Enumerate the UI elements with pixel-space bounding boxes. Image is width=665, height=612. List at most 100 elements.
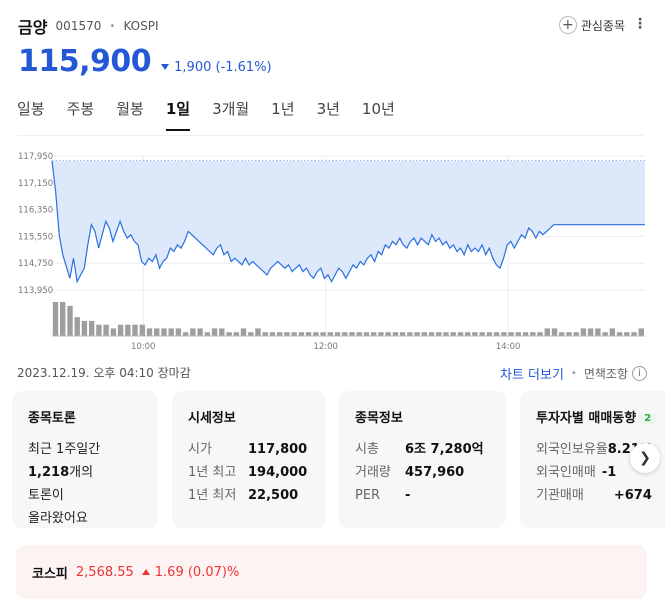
market-cap-label: 시총 <box>355 442 379 457</box>
volume-bar <box>291 332 297 336</box>
volume-bar <box>421 332 427 336</box>
volume-value: 457,960 <box>405 465 465 480</box>
year-high-value: 194,000 <box>248 465 308 480</box>
volume-bar <box>450 332 456 336</box>
stock-header: 금양 001570 • KOSPI + 관심종목 ⋮ <box>18 14 647 42</box>
tab-10year[interactable]: 10년 <box>361 100 395 118</box>
watchlist-label: 관심종목 <box>580 18 625 33</box>
index-change: 1.69 (0.07)% <box>154 564 240 580</box>
volume-bar <box>595 328 601 336</box>
y-tick-label: 117,950 <box>18 152 53 162</box>
volume-bar <box>566 332 572 336</box>
stock-market: KOSPI <box>123 19 159 33</box>
info-circle-icon[interactable]: i <box>632 366 647 381</box>
volume-bar <box>305 332 312 336</box>
market-close-timestamp: 2023.12.19. 오후 04:10 장마감 <box>17 366 191 380</box>
open-label: 시가 <box>188 442 212 457</box>
chart-footer: 2023.12.19. 오후 04:10 장마감 차트 더보기 • 면책조항 i <box>17 364 647 383</box>
kospi-index-bar[interactable]: 코스피 2,568.55 1.69 (0.07)% <box>16 545 647 599</box>
volume-bar <box>356 332 362 336</box>
volume-bar <box>624 332 630 336</box>
tab-month-candle[interactable]: 월봉 <box>116 100 144 118</box>
separator-dot: • <box>109 20 116 32</box>
volume-bar <box>204 332 211 336</box>
y-tick-label: 113,950 <box>18 286 53 296</box>
tab-1day[interactable]: 1일 <box>165 98 191 131</box>
down-triangle-icon <box>161 64 170 70</box>
tab-3year[interactable]: 3년 <box>316 100 340 118</box>
volume-bar <box>233 332 239 336</box>
volume-bar <box>522 332 529 336</box>
open-value: 117,800 <box>248 442 308 457</box>
tabs-divider <box>17 135 643 136</box>
investor-row: 외국인매매 -1 <box>536 461 649 484</box>
stock-info-title: 종목정보 <box>355 411 403 426</box>
chart-links: 차트 더보기 • 면책조항 i <box>500 364 647 383</box>
volume-bar <box>602 332 608 336</box>
volume-bar <box>197 328 203 336</box>
chevron-right-icon[interactable]: ❯ <box>630 443 660 473</box>
discussion-line3: 토론이 <box>28 488 64 503</box>
intraday-price-chart[interactable]: 117,950 117,150 116,350 115,550 114,750 113,9… <box>0 140 665 355</box>
volume-bar <box>501 332 507 336</box>
disclaimer-link[interactable]: 면책조항 <box>583 367 628 381</box>
investor-title-text: 투자자별 매매동향 <box>536 411 637 426</box>
market-info-title: 시세정보 <box>188 411 236 426</box>
volume-bar <box>544 328 550 336</box>
volume-bar <box>465 332 471 336</box>
tab-3month[interactable]: 3개월 <box>212 100 250 118</box>
discussion-body: 최근 1주일간 1,218개의 토론이 올라왔어요 <box>28 438 142 530</box>
stock-name: 금양 <box>18 18 48 37</box>
price-line <box>51 160 645 284</box>
discussion-card[interactable]: 종목토론 최근 1주일간 1,218개의 토론이 올라왔어요 <box>12 391 158 528</box>
discussion-line4: 올라왔어요 <box>28 511 88 526</box>
discussion-line2: 1,218개의 <box>28 461 142 484</box>
stock-info-card[interactable]: 종목정보 시총 6조 7,280억 거래량 457,960 PER - <box>339 391 506 528</box>
volume-bar <box>132 324 138 336</box>
volume-bar <box>125 324 131 336</box>
vertical-dots-icon[interactable]: ⋮ <box>633 16 647 32</box>
volume-bar <box>407 332 413 336</box>
institution-trade-label: 기관매매 <box>536 488 584 503</box>
volume-bar <box>320 332 326 336</box>
volume-bar <box>110 328 117 336</box>
foreign-ratio-label: 외국인보유율 <box>536 442 608 457</box>
y-tick-label: 117,150 <box>18 179 53 189</box>
year-low-value: 22,500 <box>248 488 299 503</box>
volume-bar <box>96 324 102 336</box>
foreign-trade-label: 외국인매매 <box>536 465 596 480</box>
year-low-label: 1년 최저 <box>188 488 237 503</box>
volume-bar <box>436 332 442 336</box>
volume-bar <box>457 332 464 336</box>
tab-day-candle[interactable]: 일봉 <box>17 100 45 118</box>
up-triangle-icon <box>141 569 150 575</box>
volume-bar <box>117 324 124 336</box>
discussion-line1: 최근 1주일간 <box>28 442 101 457</box>
volume-bar <box>248 332 254 336</box>
price-change-pct: (-1.61%) <box>215 60 272 75</box>
tab-week-candle[interactable]: 주봉 <box>66 100 95 118</box>
volume-bar <box>175 328 182 336</box>
volume-bar <box>616 332 623 336</box>
market-info-card[interactable]: 시세정보 시가 117,800 1년 최고 194,000 1년 최저 22,500 <box>172 391 326 528</box>
volume-bar <box>580 328 587 336</box>
volume-bar <box>414 332 420 336</box>
market-info-row: 1년 최고 194,000 <box>188 461 310 484</box>
chart-more-link[interactable]: 차트 더보기 <box>499 368 564 383</box>
add-watchlist-button[interactable]: + 관심종목 <box>558 16 625 34</box>
discussion-title: 종목토론 <box>28 411 76 426</box>
volume-bar <box>52 302 59 336</box>
tab-1year[interactable]: 1년 <box>271 100 295 118</box>
y-tick-label: 114,750 <box>18 259 53 269</box>
x-tick-label: 14:00 <box>496 342 521 352</box>
volume-bar <box>226 332 232 336</box>
institution-trade-value: +674 <box>613 488 652 503</box>
volume-bar <box>269 332 276 336</box>
x-tick-label: 10:00 <box>131 342 156 352</box>
volume-bar <box>219 328 225 336</box>
volume-bar <box>161 328 167 336</box>
volume-bar <box>240 328 247 336</box>
y-tick-label: 116,350 <box>18 206 53 216</box>
price-row: 115,900 1,900 (-1.61%) <box>18 44 272 80</box>
volume-bar <box>631 332 637 336</box>
